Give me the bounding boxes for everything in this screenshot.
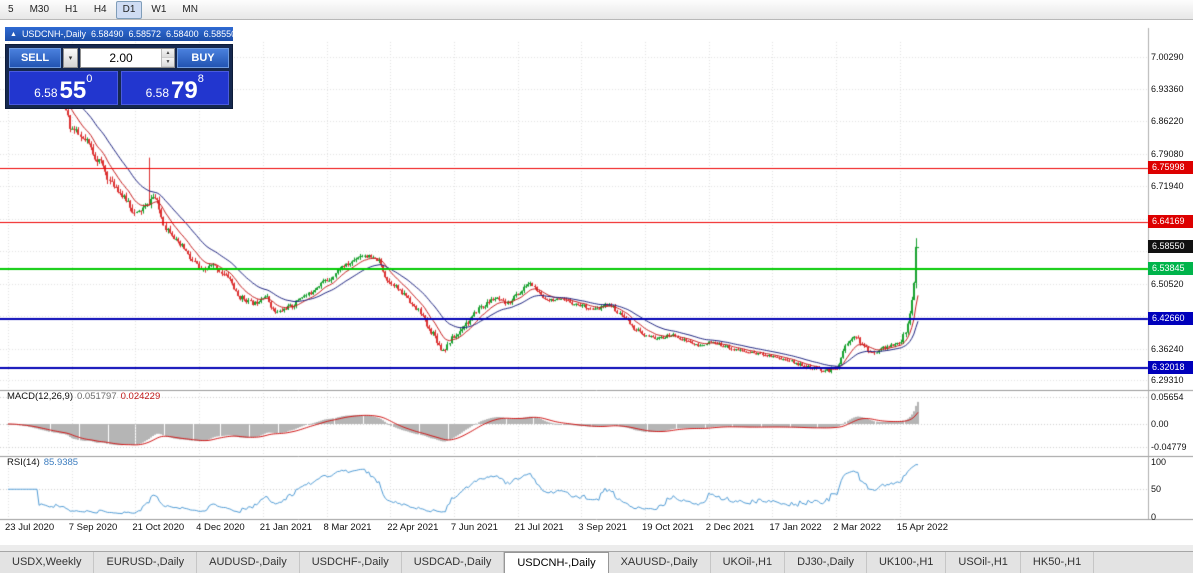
lot-size-input[interactable] (81, 49, 161, 67)
timeframe-toolbar: 5 M30 H1 H4 D1 W1 MN (0, 0, 1193, 20)
chart-tab-uk100h1[interactable]: UK100-,H1 (867, 552, 947, 573)
chart-tab-usdxweekly[interactable]: USDX,Weekly (0, 552, 95, 573)
chart-tab-xauusddaily[interactable]: XAUUSD-,Daily (609, 552, 711, 573)
buy-price-box[interactable]: 6.58 79 8 (120, 71, 229, 105)
chart-tab-ukoilh1[interactable]: UKOil-,H1 (711, 552, 786, 573)
rsi-value: 85.9385 (43, 457, 79, 468)
timeframe-button-h4[interactable]: H4 (93, 3, 107, 15)
timeframe-button-h1[interactable]: H1 (65, 3, 78, 15)
spinner-up-icon[interactable]: ▲ (162, 49, 174, 58)
chart-symbol-period: USDCNH-,Daily (21, 29, 86, 39)
quote-open: 6.58490 (90, 29, 124, 39)
sell-button[interactable]: SELL (9, 48, 61, 68)
lot-dropdown-icon[interactable]: ▾ (63, 48, 78, 68)
sell-price-sup: 0 (86, 73, 93, 85)
trade-prices-row: 6.58 55 0 6.58 79 8 (9, 71, 229, 105)
timeframe-button-m30[interactable]: M30 (29, 3, 50, 15)
chart-tab-dj30daily[interactable]: DJ30-,Daily (785, 552, 867, 573)
chart-tab-bar: USDX,Weekly EURUSD-,Daily AUDUSD-,Daily USD… (0, 551, 1193, 573)
chart-tab-usdcnhdaily[interactable]: USDCNH-,Daily (504, 552, 609, 573)
chart-tab-eurusddaily[interactable]: EURUSD-,Daily (94, 552, 198, 573)
timeframe-button-mn[interactable]: MN (182, 3, 198, 15)
rsi-name: RSI(14) (7, 457, 40, 468)
chart-tab-usoilh1[interactable]: USOil-,H1 (946, 552, 1021, 573)
chart-tab-audusddaily[interactable]: AUDUSD-,Daily (197, 552, 300, 573)
collapse-icon[interactable]: ▲ (10, 30, 17, 38)
buy-button[interactable]: BUY (177, 48, 229, 68)
buy-price-prefix: 6.58 (145, 86, 170, 100)
spinner-down-icon[interactable]: ▼ (162, 58, 174, 67)
chart-tab-usdchfdaily[interactable]: USDCHF-,Daily (300, 552, 402, 573)
chart-title-bar[interactable]: ▲ USDCNH-,Daily 6.58490 6.58572 6.58400 … (5, 27, 236, 41)
trade-controls-row: SELL ▾ ▲ ▼ BUY (9, 48, 229, 68)
buy-price-sup: 8 (197, 73, 204, 85)
quote-close: 6.58550 (203, 29, 237, 39)
lot-spinner: ▲ ▼ (161, 49, 174, 67)
macd-name: MACD(12,26,9) (7, 391, 73, 402)
sell-price-box[interactable]: 6.58 55 0 (9, 71, 118, 105)
macd-value-signal: 0.024229 (120, 391, 161, 402)
timeframe-button-w1[interactable]: W1 (151, 3, 167, 15)
rsi-indicator-label: RSI(14) 85.9385 (7, 457, 78, 468)
lot-size-field: ▲ ▼ (80, 48, 175, 68)
macd-value-main: 0.051797 (77, 391, 117, 402)
chart-tab-usdcaddaily[interactable]: USDCAD-,Daily (402, 552, 505, 573)
sell-price-big: 55 (59, 77, 87, 105)
timeframe-button-d1[interactable]: D1 (115, 0, 143, 19)
buy-price-big: 79 (171, 77, 198, 105)
chart-tab-hk50h1[interactable]: HK50-,H1 (1021, 552, 1095, 573)
macd-indicator-label: MACD(12,26,9) 0.051797 0.024229 (7, 391, 160, 402)
quote-high: 6.58572 (128, 29, 162, 39)
quote-low: 6.58400 (166, 29, 199, 39)
sell-price-prefix: 6.58 (34, 86, 58, 100)
one-click-trading-panel: SELL ▾ ▲ ▼ BUY 6.58 55 0 6.58 79 8 (5, 44, 233, 109)
timeframe-button-5[interactable]: 5 (8, 3, 14, 15)
